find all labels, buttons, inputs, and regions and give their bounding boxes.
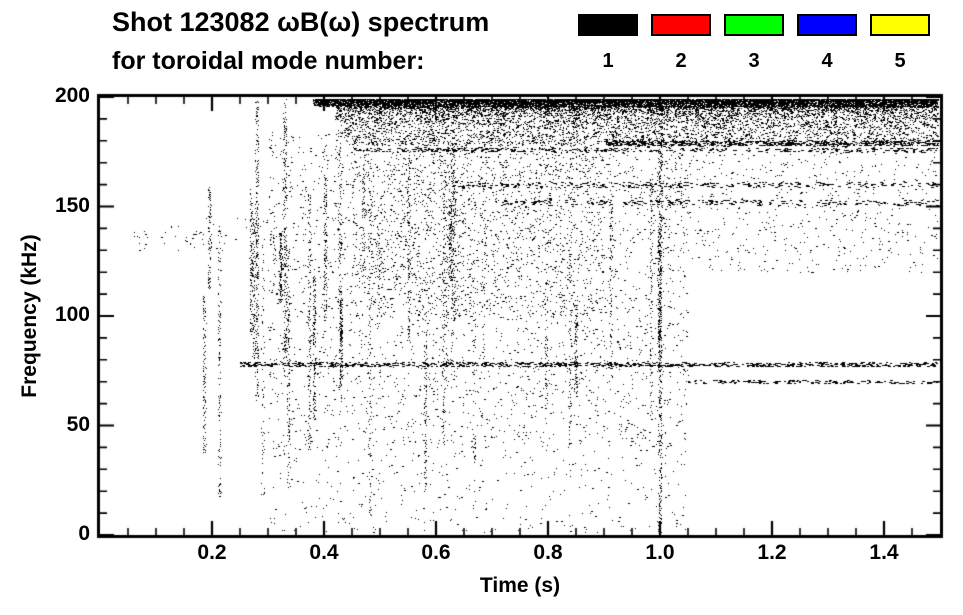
legend-swatch-mode-3 [724,14,784,36]
legend-label-mode-3: 3 [748,50,760,72]
legend-label-mode-4: 4 [821,50,833,72]
x-tick-label: 0.2 [197,541,227,564]
legend-label-mode-2: 2 [675,50,687,72]
x-tick-label: 1.2 [757,541,787,564]
y-tick-label: 200 [54,84,90,107]
legend-label-mode-5: 5 [894,50,906,72]
legend-labels: 1 2 3 4 5 [578,50,930,73]
legend-label-mode-1: 1 [602,50,614,72]
x-tick-label: 1.0 [645,541,675,564]
y-tick-label: 150 [54,193,90,217]
y-tick-label: 50 [66,412,90,436]
x-tick-label: 0.4 [309,541,339,564]
legend-swatch-mode-4 [797,14,857,36]
x-axis-label: Time (s) [479,574,561,597]
x-tick-label: 1.4 [869,541,899,564]
legend-swatch-mode-2 [651,14,711,36]
legend-swatch-mode-1 [578,14,638,36]
chart-subtitle: for toroidal mode number: [112,47,425,75]
x-tick-label: 0.6 [421,541,451,564]
chart-title: Shot 123082 ωB(ω) spectrum [112,7,490,37]
x-tick-label: 0.8 [533,541,563,564]
legend [578,14,930,36]
legend-swatch-mode-5 [870,14,930,36]
y-tick-label: 0 [78,522,90,545]
y-tick-label: 100 [54,303,90,326]
